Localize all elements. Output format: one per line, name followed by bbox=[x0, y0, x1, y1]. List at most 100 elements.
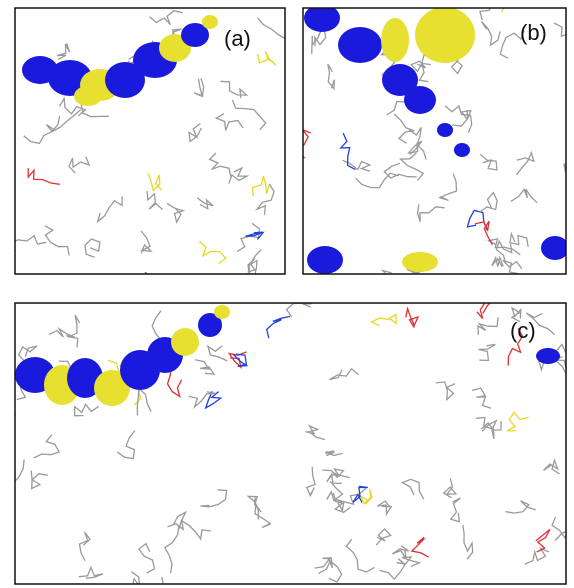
molecule-bond bbox=[478, 343, 496, 362]
molecule-bond bbox=[563, 163, 566, 173]
molecule-bond bbox=[198, 240, 227, 265]
molecule-bond bbox=[325, 450, 343, 457]
molecule-bond bbox=[66, 314, 81, 348]
molecule-bond bbox=[551, 516, 566, 541]
molecule-bond bbox=[204, 391, 223, 410]
molecule-bond bbox=[491, 255, 504, 268]
molecule-bond bbox=[486, 237, 521, 256]
molecule-bond bbox=[147, 172, 163, 192]
molecule-bond bbox=[355, 172, 400, 189]
molecule-bond bbox=[136, 386, 152, 416]
molecule-bond bbox=[326, 472, 351, 484]
molecule-bond bbox=[405, 306, 420, 328]
molecule-bond bbox=[144, 271, 150, 274]
molecule-bond bbox=[480, 21, 501, 47]
molecule-bond bbox=[56, 43, 71, 60]
molecule-bond bbox=[369, 313, 397, 327]
molecule-bond bbox=[27, 168, 60, 185]
molecule-bond bbox=[206, 344, 228, 362]
molecule-bond bbox=[479, 8, 492, 21]
molecule-bond bbox=[146, 190, 164, 211]
molecule-bond bbox=[247, 258, 258, 274]
molecule-bond bbox=[515, 150, 535, 176]
molecule-bond bbox=[507, 328, 524, 366]
molecule-bond bbox=[495, 239, 513, 265]
molecule-bond bbox=[139, 230, 153, 254]
molecule-bond bbox=[339, 132, 356, 171]
molecule-bond bbox=[305, 424, 326, 441]
molecule-bond bbox=[73, 403, 100, 417]
molecule-bond bbox=[442, 478, 458, 499]
molecule-bond bbox=[265, 315, 291, 339]
molecule-bond bbox=[506, 411, 529, 432]
molecule-bond bbox=[477, 317, 499, 335]
panel-c-image bbox=[15, 303, 566, 584]
panel-label: (b) bbox=[520, 20, 547, 45]
molecule-bond bbox=[555, 359, 566, 376]
molecule-bond bbox=[444, 104, 473, 133]
molecule-bond bbox=[505, 500, 536, 514]
molecule-bond bbox=[231, 99, 267, 131]
molecule-bond bbox=[161, 576, 164, 584]
panel-a-image bbox=[15, 9, 285, 274]
molecule-bond bbox=[164, 526, 180, 574]
molecule-bond bbox=[524, 547, 550, 565]
orbital-lobes bbox=[15, 305, 560, 406]
molecule-bond bbox=[33, 434, 61, 459]
panel-c-frame bbox=[14, 302, 567, 585]
molecule-bond bbox=[408, 127, 427, 160]
molecule-bond bbox=[78, 565, 104, 579]
molecule-bond bbox=[449, 497, 461, 523]
molecule-bond bbox=[326, 490, 352, 514]
molecule-bond bbox=[379, 558, 406, 581]
molecule-bond bbox=[256, 51, 277, 66]
molecule-bond bbox=[249, 249, 262, 274]
molecule-bond bbox=[375, 527, 392, 546]
molecule-bond bbox=[410, 60, 431, 73]
molecule-bond bbox=[380, 269, 392, 274]
molecule-bond bbox=[245, 231, 265, 240]
molecule-bond bbox=[322, 468, 345, 479]
molecule-bond bbox=[167, 510, 188, 531]
molecule-bond bbox=[78, 531, 91, 562]
molecule-bond bbox=[391, 545, 409, 561]
molecule-bond bbox=[15, 413, 17, 416]
molecule-bond bbox=[44, 225, 70, 256]
molecule-bond bbox=[509, 231, 529, 248]
molecule-bond bbox=[535, 528, 551, 553]
molecule-bond bbox=[45, 109, 82, 133]
molecule-bond bbox=[342, 159, 372, 172]
molecule-bond bbox=[116, 430, 136, 460]
molecule-bond bbox=[220, 80, 249, 99]
molecule-bond bbox=[400, 478, 425, 500]
molecule-bond bbox=[437, 173, 458, 202]
molecule-bond bbox=[311, 29, 322, 54]
molecule-bond bbox=[396, 556, 422, 568]
molecule-bond bbox=[246, 495, 260, 520]
orbital-lobes bbox=[22, 15, 218, 106]
molecule-bond bbox=[510, 306, 522, 323]
molecule-bond bbox=[499, 30, 525, 59]
molecule-bond bbox=[68, 156, 91, 174]
molecule-bond bbox=[383, 162, 417, 179]
molecule-bond bbox=[474, 220, 493, 246]
molecule-bond bbox=[194, 359, 216, 375]
panel-label: (c) bbox=[510, 318, 536, 343]
molecule-bond bbox=[543, 458, 560, 475]
molecule-bond bbox=[510, 188, 538, 204]
molecule-bond bbox=[188, 391, 216, 409]
molecule-bond bbox=[476, 303, 491, 320]
molecule-bond bbox=[96, 196, 123, 224]
molecule-bond bbox=[553, 22, 566, 38]
panel-b-image bbox=[303, 8, 566, 274]
molecule-bond bbox=[452, 109, 472, 127]
panel-label: (a) bbox=[224, 26, 251, 51]
molecule-bond bbox=[435, 381, 456, 402]
molecule-bond bbox=[318, 559, 343, 583]
molecule-bond bbox=[285, 303, 312, 318]
molecule-bond bbox=[200, 489, 228, 508]
molecule-bond bbox=[193, 78, 205, 98]
molecule-bond bbox=[18, 345, 38, 363]
molecule-bond bbox=[254, 503, 272, 529]
